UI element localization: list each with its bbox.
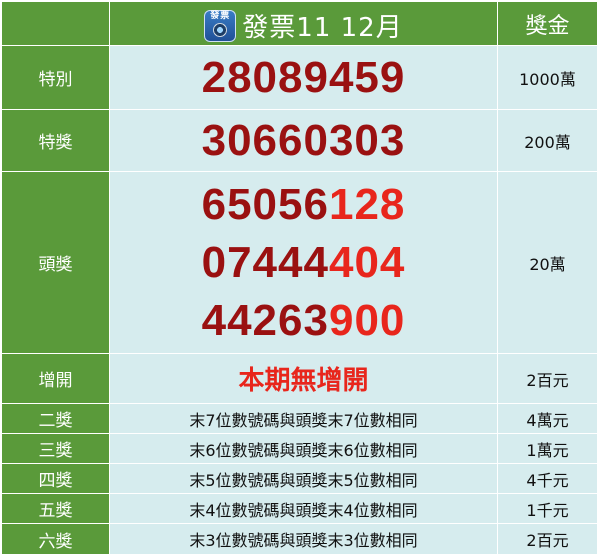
prize-row-special: 特別 28089459 1000萬 xyxy=(1,45,598,110)
winning-number: 65056128 xyxy=(201,179,406,229)
prize-label: 六獎 xyxy=(1,523,110,555)
prize-row-fourth: 四獎 末5位數號碼與頭獎末5位數相同 4千元 xyxy=(1,463,598,494)
winning-number-cell: 30660303 xyxy=(109,109,498,172)
prize-label: 特獎 xyxy=(1,109,110,172)
prize-row-third: 三獎 末6位數號碼與頭獎末6位數相同 1萬元 xyxy=(1,433,598,464)
winning-number-cell: 28089459 xyxy=(109,45,498,110)
prize-amount: 2百元 xyxy=(497,523,598,555)
prize-rule: 末3位數號碼與頭獎末3位數相同 xyxy=(109,523,498,555)
prize-amount: 1千元 xyxy=(497,493,598,524)
prize-row-second: 二獎 末7位數號碼與頭獎末7位數相同 4萬元 xyxy=(1,403,598,434)
prize-amount: 1000萬 xyxy=(497,45,598,110)
prize-row-sixth: 六獎 末3位數號碼與頭獎末3位數相同 2百元 xyxy=(1,523,598,555)
prize-label: 三獎 xyxy=(1,433,110,464)
prize-rule: 末5位數號碼與頭獎末5位數相同 xyxy=(109,463,498,494)
prize-row-first: 頭獎 65056128 07444404 44263900 20萬 xyxy=(1,171,598,354)
winning-number: 28089459 xyxy=(201,52,406,102)
prize-amount: 4千元 xyxy=(497,463,598,494)
header-row: 發票 發票11 12月 獎金 xyxy=(1,1,598,46)
prize-amount: 20萬 xyxy=(497,171,598,354)
prize-amount: 1萬元 xyxy=(497,433,598,464)
prize-row-fifth: 五獎 末4位數號碼與頭獎末4位數相同 1千元 xyxy=(1,493,598,524)
prize-label: 四獎 xyxy=(1,463,110,494)
prize-label: 增開 xyxy=(1,353,110,404)
prize-label: 頭獎 xyxy=(1,171,110,354)
prize-amount: 2百元 xyxy=(497,353,598,404)
header-corner xyxy=(1,1,110,46)
winning-number-cell: 65056128 07444404 44263900 xyxy=(109,171,498,354)
prize-label: 特別 xyxy=(1,45,110,110)
prize-amount: 4萬元 xyxy=(497,403,598,434)
page-title: 發票11 12月 xyxy=(242,13,403,44)
prize-column-header: 獎金 xyxy=(497,1,598,46)
winning-number: 07444404 xyxy=(201,237,406,287)
header-title-cell: 發票 發票11 12月 xyxy=(109,1,498,46)
prize-label: 二獎 xyxy=(1,403,110,434)
no-additional-notice: 本期無增開 xyxy=(109,353,498,404)
prize-rule: 末4位數號碼與頭獎末4位數相同 xyxy=(109,493,498,524)
prize-rule: 末6位數號碼與頭獎末6位數相同 xyxy=(109,433,498,464)
prize-row-grand: 特獎 30660303 200萬 xyxy=(1,109,598,172)
prize-rule: 末7位數號碼與頭獎末7位數相同 xyxy=(109,403,498,434)
prize-amount: 200萬 xyxy=(497,109,598,172)
invoice-app-icon: 發票 xyxy=(204,9,237,42)
prize-row-additional: 增開 本期無增開 2百元 xyxy=(1,353,598,404)
prize-label: 五獎 xyxy=(1,493,110,524)
winning-number: 30660303 xyxy=(201,115,406,165)
winning-number: 44263900 xyxy=(201,295,406,345)
